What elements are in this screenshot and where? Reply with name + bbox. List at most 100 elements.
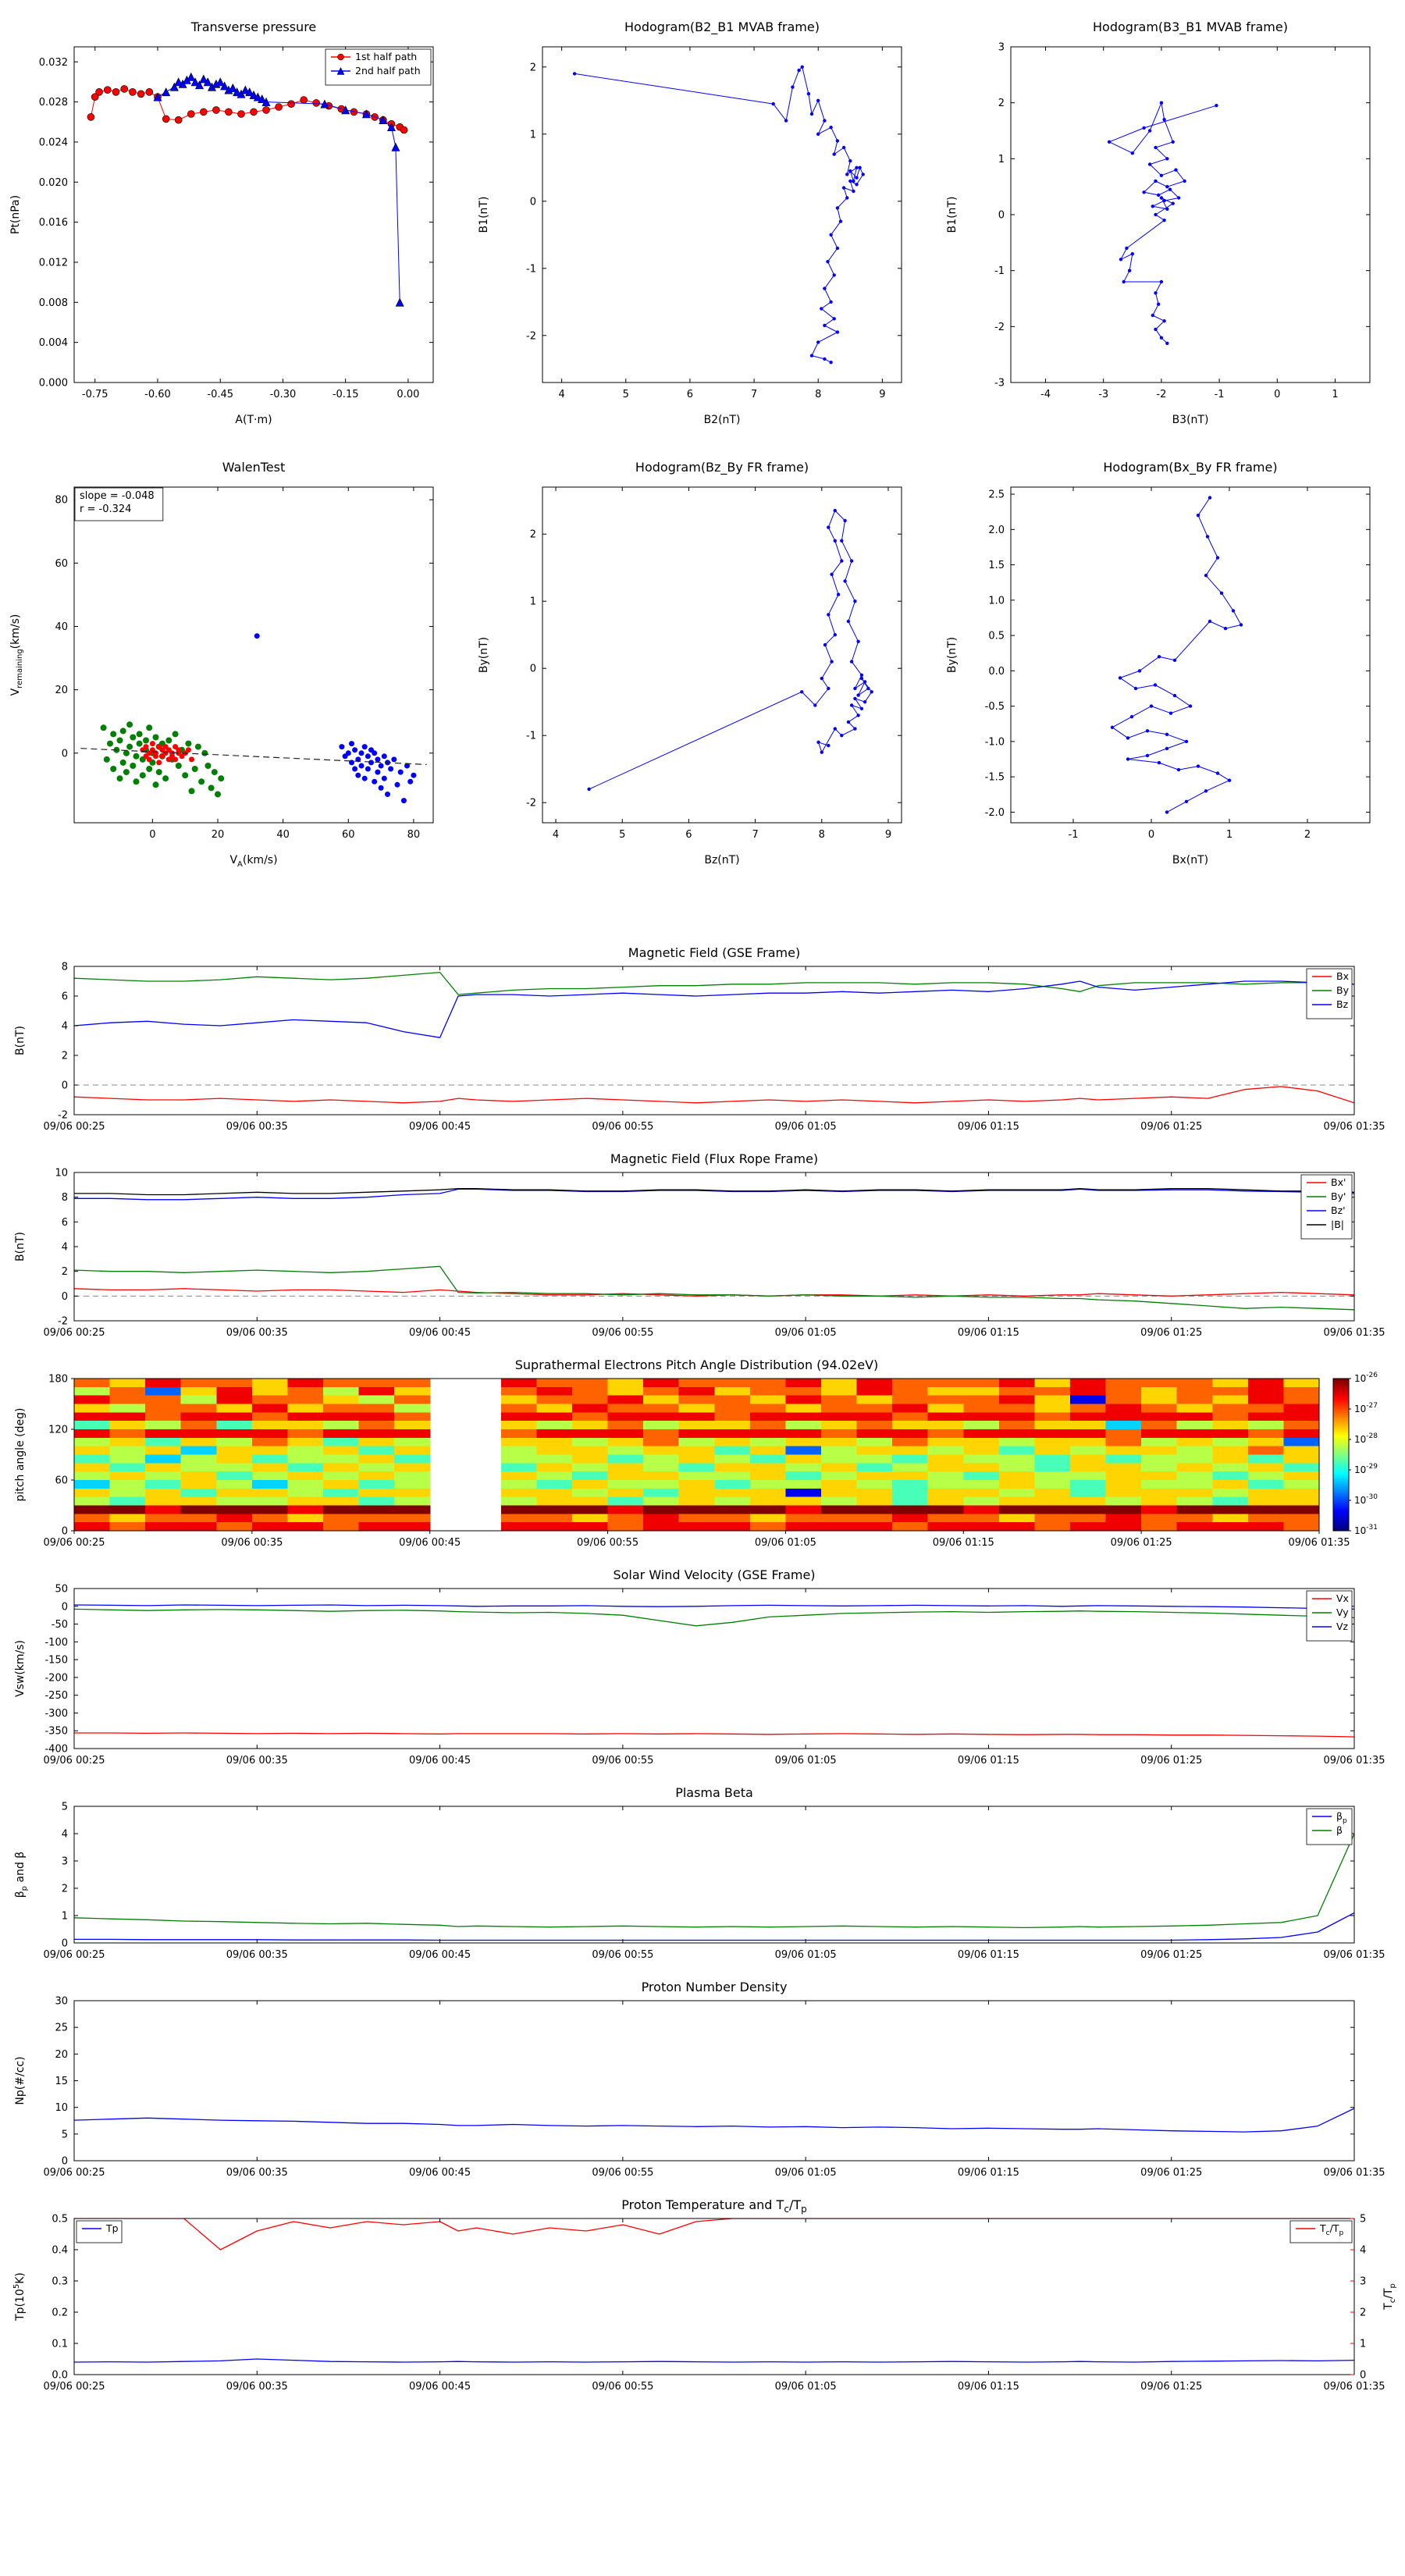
y-tick-label: 120 — [48, 1425, 68, 1436]
x-tick-label: 4 — [559, 389, 565, 400]
legend-label: Vx — [1336, 1592, 1349, 1604]
y-tick-label: 0.008 — [39, 297, 68, 309]
y-axis-label: Pt(nPa) — [9, 195, 22, 234]
y-tick-label: 2 — [998, 98, 1005, 109]
x-tick-label: 09/06 00:45 — [409, 1949, 471, 1961]
solar-wind-velocity-chart: Solar Wind Velocity (GSE Frame) 09/06 00:… — [14, 1567, 1385, 1767]
transverse-pressure-chart: Transverse pressure -0.75 -0.60 -0.45 -0.30 -… — [9, 20, 434, 426]
x-tick-label: 4 — [553, 829, 559, 841]
x-tick-label: 09/06 01:05 — [775, 1327, 837, 1339]
chart-title: WalenTest — [222, 460, 286, 475]
panel-proton-temperature: Proton Temperature and Tc/Tp 09/06 00:25 0… — [0, 2195, 1405, 2409]
y-tick-label: -0.5 — [985, 701, 1005, 713]
chart-title: Plasma Beta — [675, 1785, 753, 1800]
y-tick-label: 0 — [998, 210, 1005, 222]
x-tick-label: 60 — [342, 829, 355, 841]
y-tick-label: -150 — [44, 1655, 68, 1667]
axes-frame — [1010, 486, 1371, 824]
x-tick-label: 09/06 00:25 — [43, 1537, 105, 1549]
y-tick-label: 0.2 — [52, 2307, 68, 2319]
x-tick-label: 09/06 00:25 — [43, 1949, 105, 1961]
legend-label: Tc/Tp — [1319, 2222, 1343, 2237]
x-tick-label: -0.45 — [207, 389, 233, 400]
x-tick-label: 80 — [407, 829, 421, 841]
x-tick-label: 09/06 00:25 — [43, 2167, 105, 2179]
legend-label: Bz' — [1331, 1204, 1346, 1216]
y-tick-label: -1 — [994, 265, 1005, 277]
panel-transverse-pressure: Transverse pressure -0.75 -0.60 -0.45 -0.30 -… — [0, 8, 468, 448]
y-tick-label: 1.0 — [988, 595, 1005, 607]
y-axis-label: B1(nT) — [946, 197, 959, 233]
colorbar-tick-label: 10-29 — [1354, 1463, 1378, 1475]
x-tick-label: 09/06 01:25 — [1140, 1949, 1202, 1961]
x-axis-label: Bz(nT) — [704, 854, 739, 866]
x-tick-label: 40 — [276, 829, 290, 841]
y-tick-label: 1 — [530, 596, 536, 608]
x-axis-label: A(T·m) — [235, 414, 272, 426]
y-tick-label: -200 — [44, 1672, 68, 1684]
y-axis-label: Tp(105K) — [12, 2272, 27, 2322]
chart-title: Magnetic Field (Flux Rope Frame) — [610, 1151, 818, 1166]
y-axis-label: By(nT) — [478, 637, 490, 673]
y-tick-label: 8 — [62, 962, 68, 973]
hodogram-bz-by-chart: Hodogram(Bz_By FR frame) 4 5 6 7 8 9 -2 -1 0 1 2 Bz(… — [478, 460, 902, 866]
x-tick-label: 1 — [1332, 389, 1338, 400]
legend-label: By — [1336, 984, 1350, 996]
y-tick-label: 5 — [62, 1802, 68, 1813]
x-tick-label: 09/06 00:25 — [43, 2381, 105, 2393]
x-tick-label: 09/06 00:55 — [592, 1327, 653, 1339]
y-tick-label: 1.5 — [988, 560, 1005, 571]
heatmap-cells — [74, 1379, 1320, 1532]
x-tick-label: 20 — [212, 829, 225, 841]
x-tick-label: 09/06 00:45 — [409, 2381, 471, 2393]
y-tick-label: -2 — [58, 1110, 68, 1122]
x-tick-label: 09/06 00:35 — [226, 1755, 288, 1767]
x-tick-label: 6 — [687, 389, 693, 400]
x-tick-label: 09/06 01:05 — [775, 1755, 837, 1767]
x-tick-label: 09/06 00:35 — [226, 1327, 288, 1339]
legend-label: 2nd half path — [355, 65, 421, 76]
y-tick-label: 0.0 — [988, 666, 1005, 678]
x-tick-label: 0 — [1274, 389, 1280, 400]
y-axis-label: B(nT) — [14, 1232, 27, 1261]
series-|B| — [74, 1187, 1354, 1196]
axes-frame — [73, 486, 434, 824]
y-axis-label: By(nT) — [946, 637, 959, 673]
x-tick-label: 09/06 01:35 — [1323, 1755, 1385, 1767]
annotation-box — [74, 487, 164, 521]
panel-pitch-angle-distribution: Suprathermal Electrons Pitch Angle Distr… — [0, 1355, 1405, 1565]
y-tick-label: 2 — [62, 1266, 68, 1278]
y-tick-label: 0.012 — [39, 257, 68, 269]
legend-label: β — [1336, 1824, 1343, 1836]
y-tick-label: 0.4 — [52, 2245, 68, 2257]
y-tick-label: 2 — [62, 1051, 68, 1062]
series-Vy — [74, 1608, 1354, 1627]
x-tick-label: -4 — [1040, 389, 1051, 400]
x-tick-label: 09/06 00:55 — [592, 1949, 653, 1961]
series-hodogram — [1107, 101, 1218, 345]
x-tick-label: 09/06 00:35 — [226, 2381, 288, 2393]
panel-magnetic-field-flux-rope: Magnetic Field (Flux Rope Frame) 09/06 00… — [0, 1149, 1405, 1355]
axes-frame — [73, 46, 434, 383]
right-y-tick-label: 4 — [1360, 2245, 1366, 2257]
colorbar-tick-label: 10-30 — [1354, 1493, 1378, 1506]
y-tick-label: -100 — [44, 1637, 68, 1649]
x-tick-label: 09/06 01:15 — [958, 1949, 1019, 1961]
y-tick-label: 0 — [62, 1938, 68, 1950]
y-tick-label: 0 — [530, 196, 536, 208]
y-tick-label: 0.020 — [39, 177, 68, 189]
x-tick-label: 09/06 01:35 — [1323, 1121, 1385, 1133]
x-tick-label: 09/06 01:25 — [1111, 1537, 1172, 1549]
panel-plasma-beta: Plasma Beta 09/06 00:25 09/06 00:35 09/06 0… — [0, 1783, 1405, 1977]
series-blue-points — [254, 633, 417, 804]
series-Vx — [74, 1732, 1354, 1738]
right-y-tick-label: 0 — [1360, 2370, 1366, 2382]
legend-label: 1st half path — [355, 51, 417, 62]
right-y-tick-label: 3 — [1360, 2276, 1366, 2288]
series-Np — [74, 2108, 1354, 2133]
magnetic-field-gse-chart: Magnetic Field (GSE Frame) 09/06 00:25 09/… — [14, 945, 1385, 1133]
colorbar-tick-label: 10-26 — [1354, 1372, 1378, 1384]
y-tick-label: -1.0 — [985, 736, 1005, 748]
y-axis-label: B1(nT) — [478, 197, 490, 233]
y-axis-label: βp and β — [14, 1852, 29, 1898]
